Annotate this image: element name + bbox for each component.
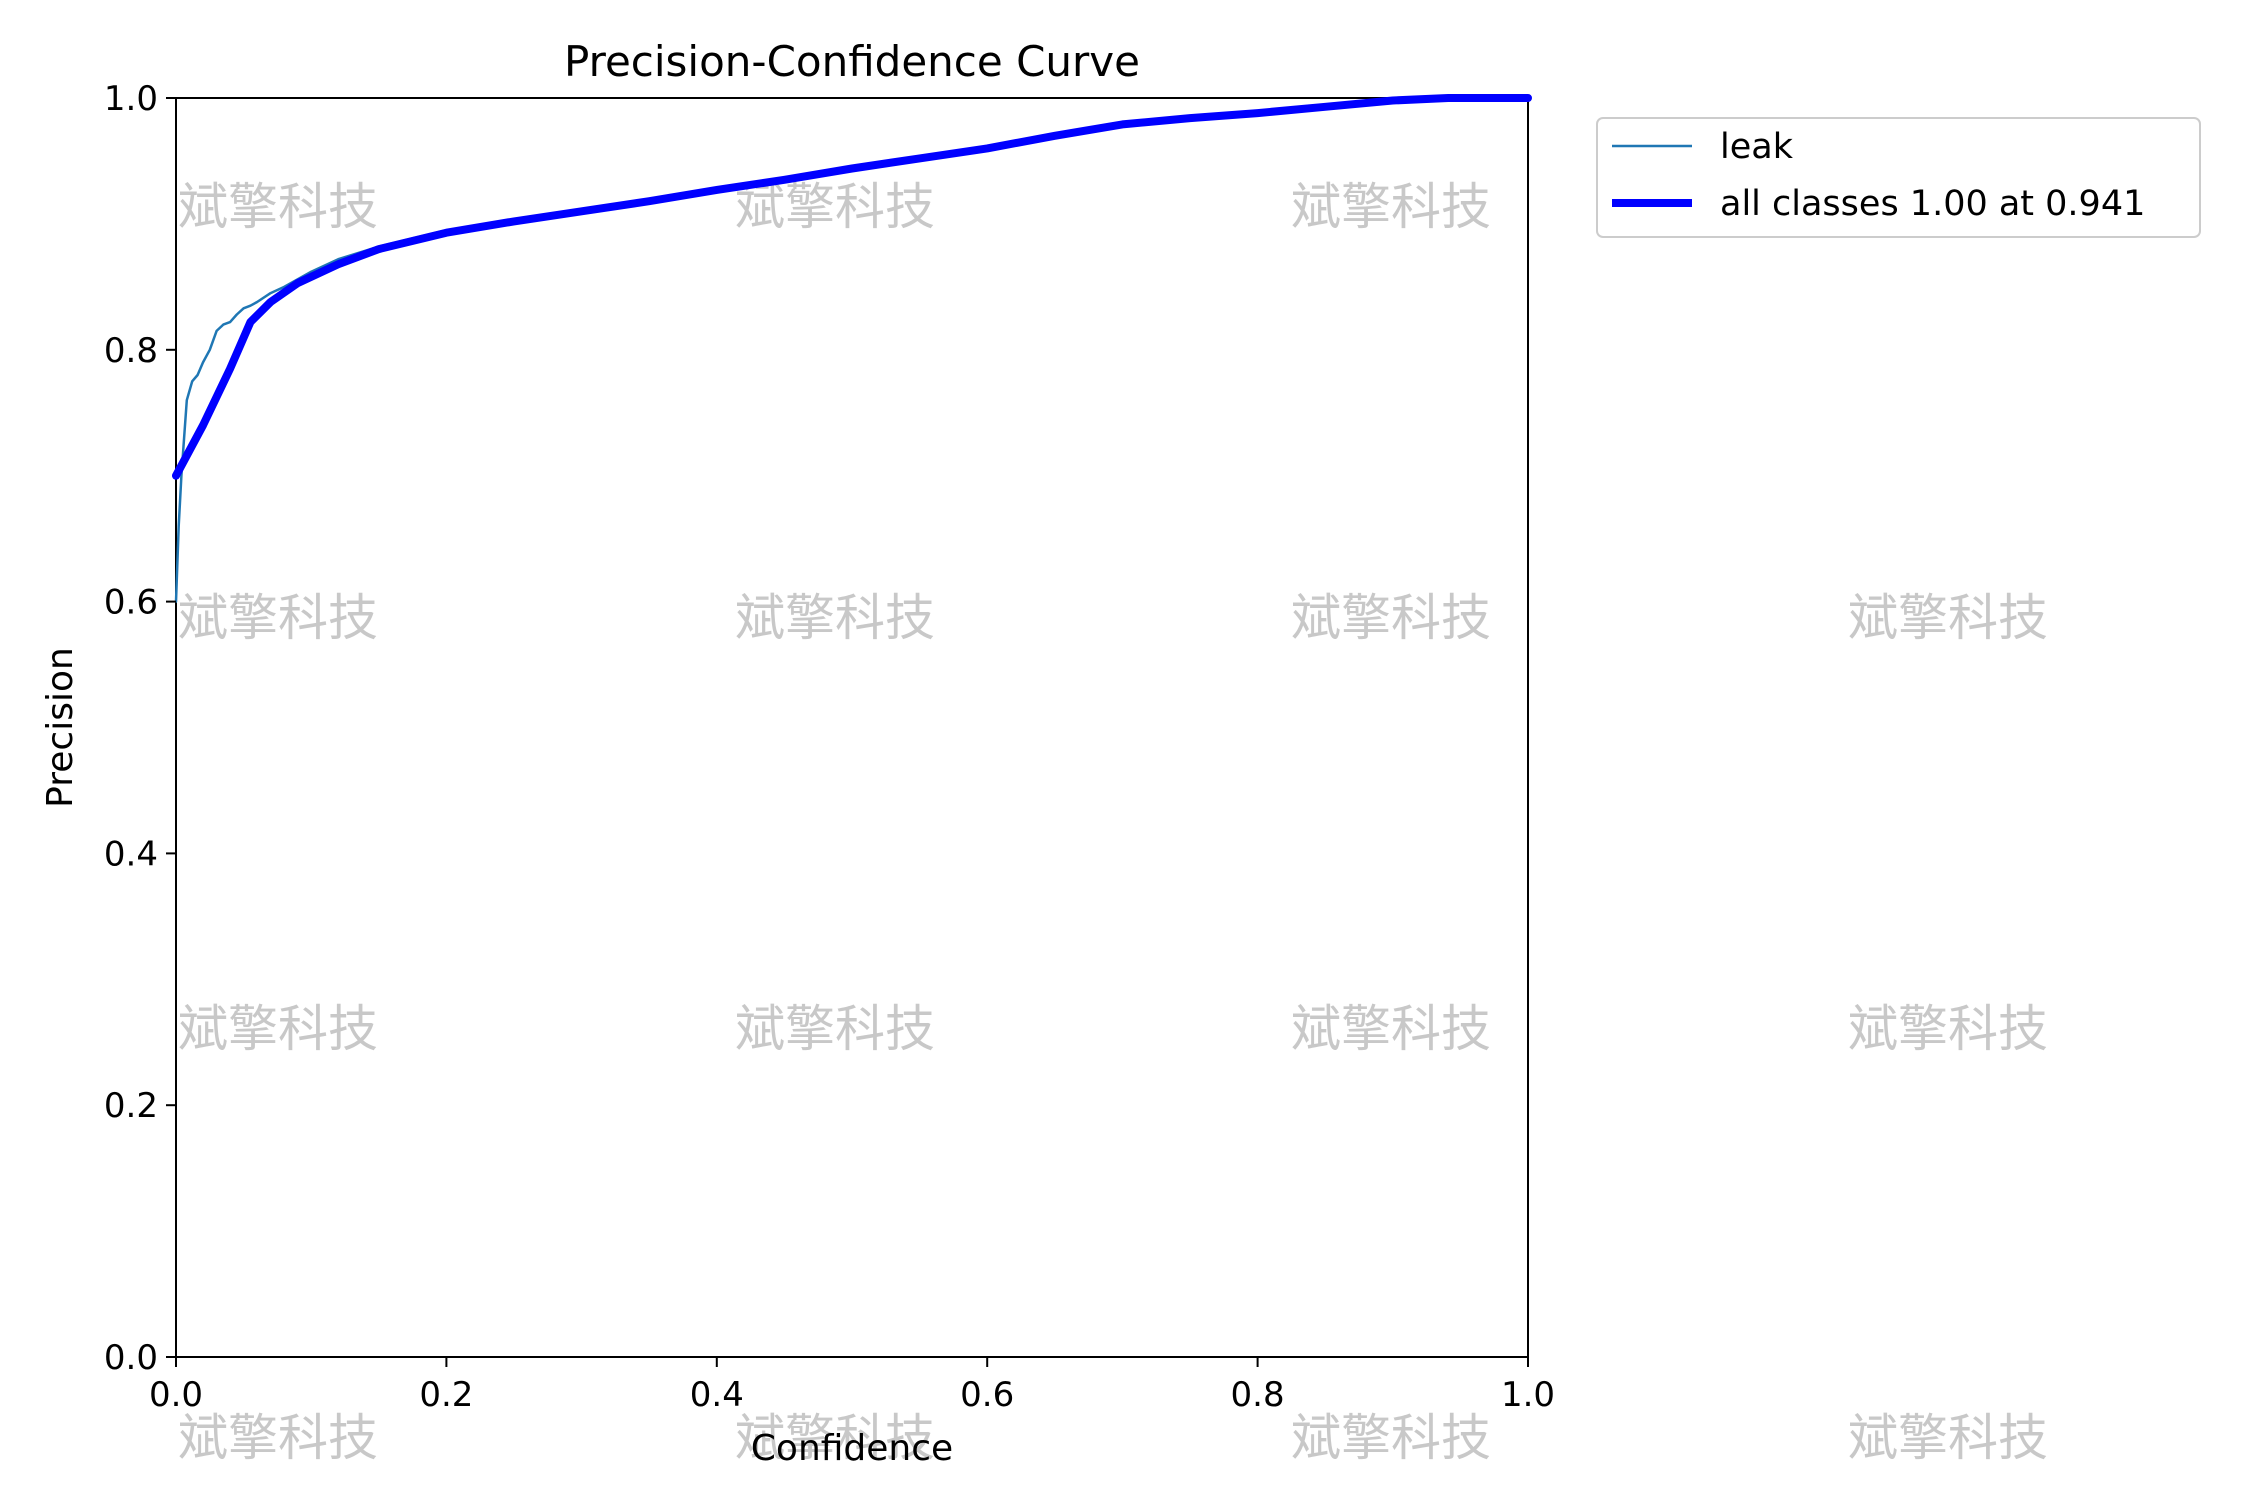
watermark-text: 斌擎科技 xyxy=(1848,1000,2048,1058)
y-tick-label: 1.0 xyxy=(104,79,158,119)
x-tick-label: 0.6 xyxy=(960,1375,1014,1415)
watermark-text: 斌擎科技 xyxy=(1291,589,1491,647)
watermark-text: 斌擎科技 xyxy=(178,1409,378,1467)
y-tick-label: 0.8 xyxy=(104,331,158,371)
y-tick-label: 0.2 xyxy=(104,1086,158,1126)
x-tick-label: 0.8 xyxy=(1231,1375,1285,1415)
y-tick-label: 0.0 xyxy=(104,1338,158,1378)
watermark-text: 斌擎科技 xyxy=(1848,589,2048,647)
x-axis-ticks: 0.0 0.2 0.4 0.6 0.8 1.0 xyxy=(149,1357,1555,1415)
y-axis-label: Precision xyxy=(40,647,81,808)
watermark-text: 斌擎科技 xyxy=(735,589,935,647)
x-tick-label: 1.0 xyxy=(1501,1375,1555,1415)
x-tick-label: 0.4 xyxy=(690,1375,744,1415)
legend-box xyxy=(1596,117,2201,238)
legend-label-all-classes: all classes 1.00 at 0.941 xyxy=(1720,184,2145,224)
legend: leak all classes 1.00 at 0.941 xyxy=(1596,117,2201,238)
legend-label-leak: leak xyxy=(1720,127,1794,167)
watermark-text: 斌擎科技 xyxy=(735,1409,935,1467)
watermark-text: 斌擎科技 xyxy=(735,1000,935,1058)
watermark-text: 斌擎科技 xyxy=(1291,178,1491,236)
watermark-text: 斌擎科技 xyxy=(178,1000,378,1058)
watermark-text: 斌擎科技 xyxy=(735,178,935,236)
y-tick-label: 0.6 xyxy=(104,583,158,623)
watermark-text: 斌擎科技 xyxy=(1848,1409,2048,1467)
watermark-text: 斌擎科技 xyxy=(1291,1409,1491,1467)
plot-area: 0.0 0.2 0.4 0.6 0.8 1.0 0.0 0.2 0.4 0.6 0.8 1.0 xyxy=(104,79,1555,1415)
watermark-text: 斌擎科技 xyxy=(1291,1000,1491,1058)
axes-frame xyxy=(175,97,1529,1358)
x-tick-label: 0.0 xyxy=(149,1375,203,1415)
x-axis-label: Confidence xyxy=(751,1428,953,1469)
watermark-text: 斌擎科技 xyxy=(178,589,378,647)
y-axis-ticks: 0.0 0.2 0.4 0.6 0.8 1.0 xyxy=(104,79,176,1378)
chart-title: Precision-Confidence Curve xyxy=(564,37,1140,86)
x-tick-label: 0.2 xyxy=(419,1375,473,1415)
series-line-all-classes xyxy=(172,94,1532,480)
watermark-text: 斌擎科技 xyxy=(178,178,378,236)
series-layer xyxy=(172,94,1532,603)
series-line-leak xyxy=(174,96,1530,603)
y-tick-label: 0.4 xyxy=(104,834,158,874)
